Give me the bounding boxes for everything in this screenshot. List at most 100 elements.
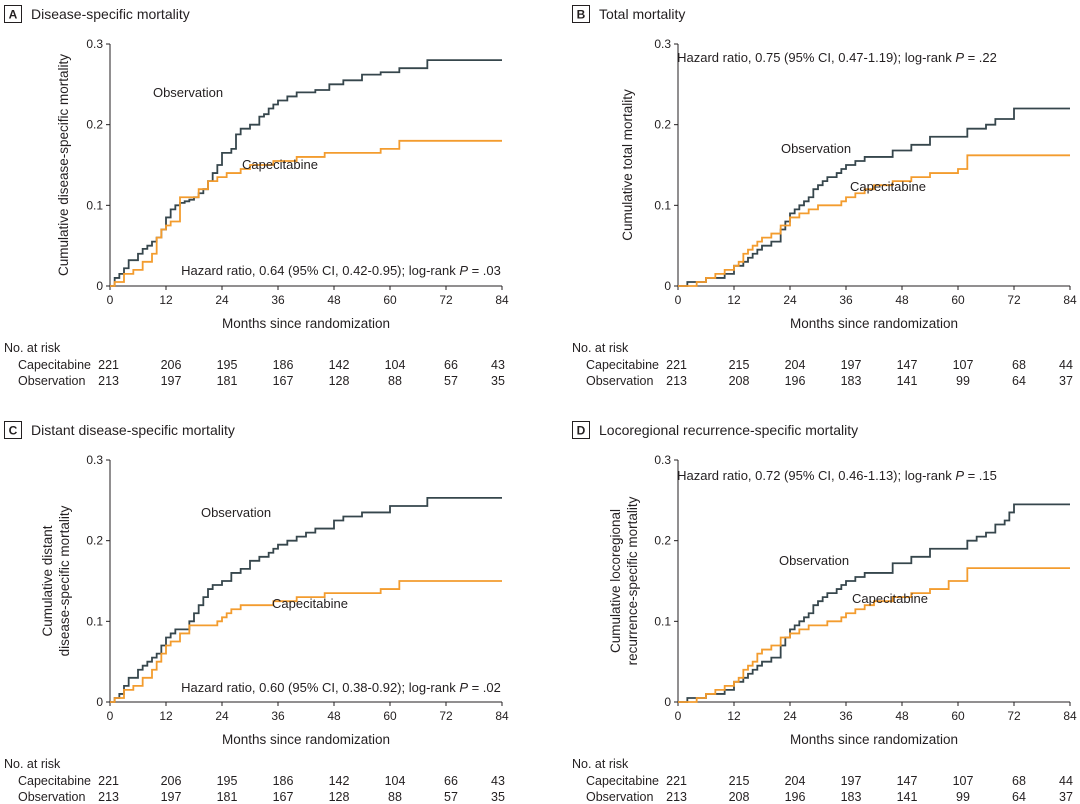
observation-curve: [110, 497, 502, 703]
hazard-ratio-annotation: Hazard ratio, 0.64 (95% CI, 0.42-0.95); …: [181, 263, 501, 278]
risk-value: 167: [273, 790, 294, 804]
y-axis-label: Cumulative locoregional: [608, 509, 623, 653]
y-tick-label: 0.1: [654, 198, 671, 212]
panel-letter-box: [4, 5, 22, 23]
risk-value: 221: [666, 774, 687, 788]
hr-p-value: = .02: [468, 680, 501, 695]
risk-value: 35: [491, 374, 505, 388]
risk-row-label-observation: Observation: [18, 790, 85, 804]
risk-value: 107: [953, 774, 974, 788]
x-tick-label: 12: [727, 709, 741, 723]
capecitabine-label: Capecitabine: [852, 591, 928, 606]
risk-value: 197: [841, 774, 862, 788]
x-tick-label: 24: [215, 709, 229, 723]
y-tick-label: 0.2: [654, 118, 671, 132]
y-tick-label: 0: [664, 279, 671, 293]
x-tick-label: 84: [495, 293, 509, 307]
capecitabine-curve: [110, 580, 502, 703]
y-tick-label: 0: [96, 279, 103, 293]
risk-value: 221: [98, 358, 119, 372]
y-tick-label: 0.3: [86, 37, 103, 51]
risk-value: 66: [444, 358, 458, 372]
x-tick-label: 0: [675, 293, 682, 307]
capecitabine-label: Capecitabine: [850, 179, 926, 194]
y-tick-label: 0.1: [86, 614, 103, 628]
risk-value: 142: [329, 774, 350, 788]
hr-text: Hazard ratio, 0.64 (95% CI, 0.42-0.95); …: [181, 263, 459, 278]
risk-value: 206: [161, 358, 182, 372]
y-tick-label: 0.3: [654, 37, 671, 51]
x-tick-label: 60: [951, 293, 965, 307]
risk-value: 68: [1012, 358, 1026, 372]
observation-label: Observation: [201, 505, 271, 520]
panel-title: Total mortality: [599, 6, 685, 22]
x-tick-label: 72: [439, 709, 453, 723]
risk-value: 213: [666, 790, 687, 804]
observation-curve: [678, 503, 1070, 703]
risk-value: 215: [729, 358, 750, 372]
panel-letter: C: [9, 424, 18, 438]
y-axis-label: Cumulative total mortality: [620, 89, 635, 241]
hazard-ratio-annotation: Hazard ratio, 0.72 (95% CI, 0.46-1.13); …: [677, 468, 997, 483]
risk-value: 167: [273, 374, 294, 388]
risk-value: 141: [897, 790, 918, 804]
y-tick-label: 0.3: [654, 453, 671, 467]
risk-value: 197: [161, 374, 182, 388]
risk-row-label-capecitabine: Capecitabine: [18, 358, 91, 372]
y-tick-label: 0.2: [86, 118, 103, 132]
panel-title: Disease-specific mortality: [31, 6, 190, 22]
capecitabine-label: Capecitabine: [242, 157, 318, 172]
panel-letter: D: [577, 424, 586, 438]
x-axis-label: Months since randomization: [222, 732, 390, 747]
y-axis-label: recurrence-specific mortality: [625, 496, 640, 665]
risk-value: 88: [388, 790, 402, 804]
observation-curve: [110, 59, 502, 287]
x-tick-label: 36: [271, 709, 285, 723]
risk-value: 35: [491, 790, 505, 804]
risk-value: 186: [273, 358, 294, 372]
risk-value: 44: [1059, 774, 1073, 788]
y-tick-label: 0: [96, 695, 103, 709]
observation-label: Observation: [779, 553, 849, 568]
x-tick-label: 84: [1063, 293, 1077, 307]
x-tick-label: 60: [951, 709, 965, 723]
risk-value: 221: [666, 358, 687, 372]
risk-value: 141: [897, 374, 918, 388]
risk-value: 142: [329, 358, 350, 372]
panel-a: A Disease-specific mortality 0 12 24 36 48 60 72…: [4, 5, 509, 388]
panel-d: D Locoregional recurrence-specific mortal…: [572, 421, 1077, 804]
x-tick-label: 0: [107, 293, 114, 307]
risk-value: 43: [491, 774, 505, 788]
x-tick-label: 60: [383, 293, 397, 307]
risk-value: 215: [729, 774, 750, 788]
risk-value: 221: [98, 774, 119, 788]
x-tick-label: 36: [271, 293, 285, 307]
risk-value: 197: [841, 358, 862, 372]
risk-value: 128: [329, 374, 350, 388]
risk-table-header: No. at risk: [572, 341, 629, 355]
panel-c: C Distant disease-specific mortality 0 12 24…: [4, 421, 509, 804]
y-tick-label: 0.1: [654, 614, 671, 628]
risk-value: 99: [956, 790, 970, 804]
x-tick-label: 72: [1007, 709, 1021, 723]
hr-text: Hazard ratio, 0.75 (95% CI, 0.47-1.19); …: [677, 50, 955, 65]
risk-row-label-capecitabine: Capecitabine: [586, 358, 659, 372]
hr-p-value: = .15: [964, 468, 997, 483]
x-tick-label: 0: [107, 709, 114, 723]
risk-value: 206: [161, 774, 182, 788]
x-tick-label: 60: [383, 709, 397, 723]
hazard-ratio-annotation: Hazard ratio, 0.60 (95% CI, 0.38-0.92); …: [181, 680, 501, 695]
y-tick-label: 0.1: [86, 198, 103, 212]
risk-value: 88: [388, 374, 402, 388]
panel-letter-box: [572, 421, 590, 439]
risk-value: 37: [1059, 374, 1073, 388]
risk-value: 186: [273, 774, 294, 788]
x-tick-label: 0: [675, 709, 682, 723]
risk-value: 213: [666, 374, 687, 388]
risk-value: 147: [897, 774, 918, 788]
risk-value: 213: [98, 790, 119, 804]
panel-title: Distant disease-specific mortality: [31, 422, 235, 438]
capecitabine-label: Capecitabine: [272, 596, 348, 611]
hr-text: Hazard ratio, 0.72 (95% CI, 0.46-1.13); …: [677, 468, 955, 483]
